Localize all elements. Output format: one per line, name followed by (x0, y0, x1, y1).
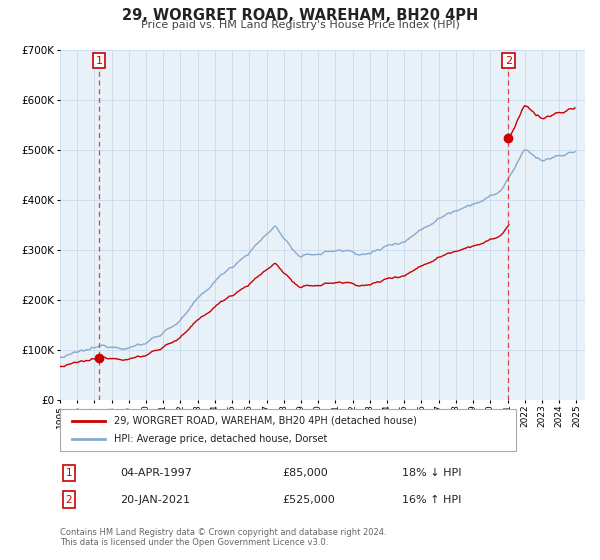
Text: HPI: Average price, detached house, Dorset: HPI: Average price, detached house, Dors… (114, 434, 328, 444)
Text: £525,000: £525,000 (282, 494, 335, 505)
Text: 04-APR-1997: 04-APR-1997 (120, 468, 192, 478)
Text: 16% ↑ HPI: 16% ↑ HPI (402, 494, 461, 505)
Text: £85,000: £85,000 (282, 468, 328, 478)
Text: 1: 1 (95, 55, 103, 66)
Text: 29, WORGRET ROAD, WAREHAM, BH20 4PH (detached house): 29, WORGRET ROAD, WAREHAM, BH20 4PH (det… (114, 416, 417, 426)
Text: 2: 2 (65, 494, 73, 505)
Text: Contains HM Land Registry data © Crown copyright and database right 2024.
This d: Contains HM Land Registry data © Crown c… (60, 528, 386, 547)
Text: Price paid vs. HM Land Registry's House Price Index (HPI): Price paid vs. HM Land Registry's House … (140, 20, 460, 30)
Text: 18% ↓ HPI: 18% ↓ HPI (402, 468, 461, 478)
Text: 20-JAN-2021: 20-JAN-2021 (120, 494, 190, 505)
Text: 29, WORGRET ROAD, WAREHAM, BH20 4PH: 29, WORGRET ROAD, WAREHAM, BH20 4PH (122, 8, 478, 24)
Text: 2: 2 (505, 55, 512, 66)
Text: 1: 1 (65, 468, 73, 478)
